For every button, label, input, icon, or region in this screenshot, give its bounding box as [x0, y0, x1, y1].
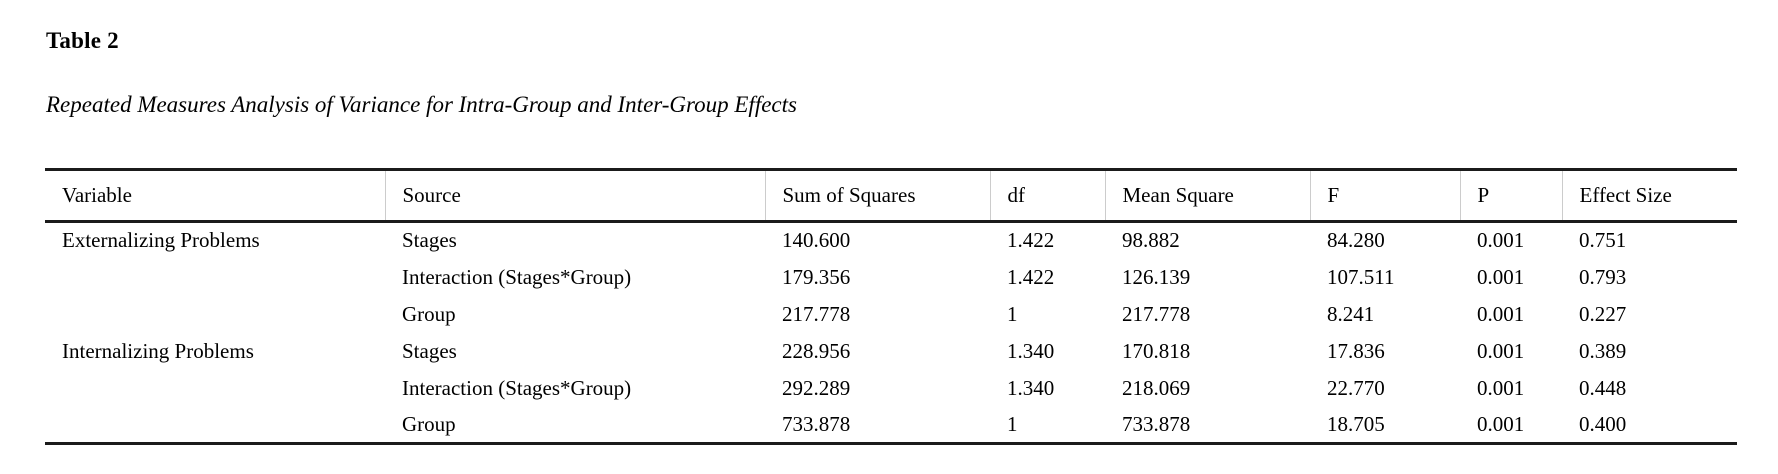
table-row: Interaction (Stages*Group) 292.289 1.340…: [45, 370, 1737, 407]
cell-variable: Externalizing Problems: [62, 228, 260, 253]
table-row: Group 733.878 1 733.878 18.705 0.001 0.4…: [45, 407, 1737, 444]
cell-p: 0.001: [1477, 301, 1525, 326]
cell-f: 84.280: [1327, 228, 1385, 253]
cell-variable: [45, 296, 385, 333]
cell-source: Interaction (Stages*Group): [402, 375, 632, 400]
table-row: Externalizing Problems Stages 140.600 1.…: [45, 222, 1737, 259]
cell-df: 1: [1007, 301, 1018, 326]
cell-variable: [45, 370, 385, 407]
cell-sum-of-squares: 140.600: [782, 228, 851, 253]
column-header-mean-square: Mean Square: [1104, 169, 1310, 223]
cell-f: 107.511: [1327, 264, 1395, 289]
cell-sum-of-squares: 179.356: [782, 264, 851, 289]
cell-df: 1.340: [1007, 338, 1055, 363]
cell-variable: [45, 259, 385, 296]
cell-effect-size: 0.751: [1579, 228, 1627, 253]
cell-source: Group: [402, 301, 456, 326]
column-header-effect-size: Effect Size: [1561, 169, 1737, 223]
cell-mean-square: 218.069: [1122, 375, 1191, 400]
cell-mean-square: 170.818: [1122, 338, 1191, 363]
table-caption: Repeated Measures Analysis of Variance f…: [46, 92, 797, 117]
cell-sum-of-squares: 228.956: [782, 338, 851, 363]
column-header-p: P: [1459, 169, 1562, 223]
column-header-variable: Variable: [45, 169, 385, 223]
cell-source: Group: [402, 411, 456, 436]
cell-df: 1.340: [1007, 375, 1055, 400]
cell-f: 22.770: [1327, 375, 1385, 400]
cell-sum-of-squares: 733.878: [782, 411, 851, 436]
table-row: Group 217.778 1 217.778 8.241 0.001 0.22…: [45, 296, 1737, 333]
cell-p: 0.001: [1477, 375, 1525, 400]
cell-variable: Internalizing Problems: [62, 338, 254, 363]
cell-f: 17.836: [1327, 338, 1385, 363]
cell-effect-size: 0.448: [1579, 375, 1627, 400]
cell-effect-size: 0.389: [1579, 338, 1627, 363]
cell-p: 0.001: [1477, 411, 1525, 436]
cell-source: Stages: [402, 338, 457, 363]
column-header-df: df: [989, 169, 1105, 223]
table-row: Interaction (Stages*Group) 179.356 1.422…: [45, 259, 1737, 296]
cell-effect-size: 0.227: [1579, 301, 1627, 326]
cell-mean-square: 217.778: [1122, 301, 1191, 326]
column-header-source: Source: [384, 169, 765, 223]
table-row: Internalizing Problems Stages 228.956 1.…: [45, 333, 1737, 370]
table-label: Table 2: [46, 28, 119, 53]
cell-mean-square: 126.139: [1122, 264, 1191, 289]
cell-p: 0.001: [1477, 338, 1525, 363]
cell-sum-of-squares: 292.289: [782, 375, 851, 400]
cell-f: 8.241: [1327, 301, 1375, 326]
anova-table: Variable Source Sum of Squares df Mean S…: [45, 168, 1737, 445]
cell-df: 1.422: [1007, 228, 1055, 253]
cell-source: Interaction (Stages*Group): [402, 264, 632, 289]
cell-effect-size: 0.400: [1579, 411, 1627, 436]
cell-sum-of-squares: 217.778: [782, 301, 851, 326]
cell-p: 0.001: [1477, 264, 1525, 289]
cell-source: Stages: [402, 228, 457, 253]
column-header-f: F: [1309, 169, 1460, 223]
cell-p: 0.001: [1477, 228, 1525, 253]
column-header-sum-of-squares: Sum of Squares: [764, 169, 990, 223]
cell-df: 1: [1007, 411, 1018, 436]
cell-df: 1.422: [1007, 264, 1055, 289]
header-row: Variable Source Sum of Squares df Mean S…: [45, 169, 1737, 223]
cell-f: 18.705: [1327, 411, 1385, 436]
cell-mean-square: 733.878: [1122, 411, 1191, 436]
cell-variable: [45, 407, 385, 444]
cell-effect-size: 0.793: [1579, 264, 1627, 289]
cell-mean-square: 98.882: [1122, 228, 1180, 253]
